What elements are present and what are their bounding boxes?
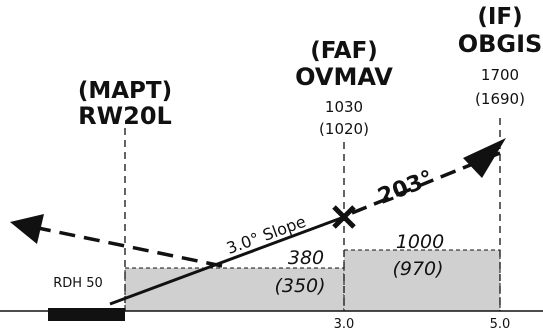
- missed-approach-path: [37, 226, 223, 268]
- faf-cross-icon: [332, 205, 356, 229]
- intermediate-segment-altitude-alt: (970): [392, 258, 443, 280]
- if-fix-name: OBGIS: [458, 30, 543, 58]
- faf-altitude-alt: (1020): [319, 120, 369, 138]
- glide-path-line: [109, 215, 345, 306]
- inbound-course-arrowhead: [463, 138, 506, 178]
- mapt-fix-name: RW20L: [78, 102, 172, 130]
- if-distance: 5.0: [490, 317, 511, 332]
- intermediate-segment-box: [343, 249, 501, 312]
- final-segment-altitude-alt: (350): [274, 275, 325, 297]
- if-fix-type: (IF): [477, 4, 522, 30]
- final-segment-altitude: 380: [288, 247, 324, 269]
- course-label: 203°: [375, 166, 437, 210]
- faf-altitude: 1030: [325, 98, 363, 116]
- if-altitude-alt: (1690): [475, 90, 525, 108]
- mapt-fix-type: (MAPT): [78, 78, 172, 104]
- faf-distance: 3.0: [334, 317, 355, 332]
- if-altitude: 1700: [481, 66, 519, 84]
- faf-fix-name: OVMAV: [295, 63, 393, 91]
- runway: [48, 308, 125, 321]
- missed-approach-arrowhead: [10, 214, 44, 244]
- intermediate-segment-altitude: 1000: [396, 231, 444, 253]
- rdh-label: RDH 50: [53, 276, 103, 291]
- faf-fix-type: (FAF): [310, 38, 378, 64]
